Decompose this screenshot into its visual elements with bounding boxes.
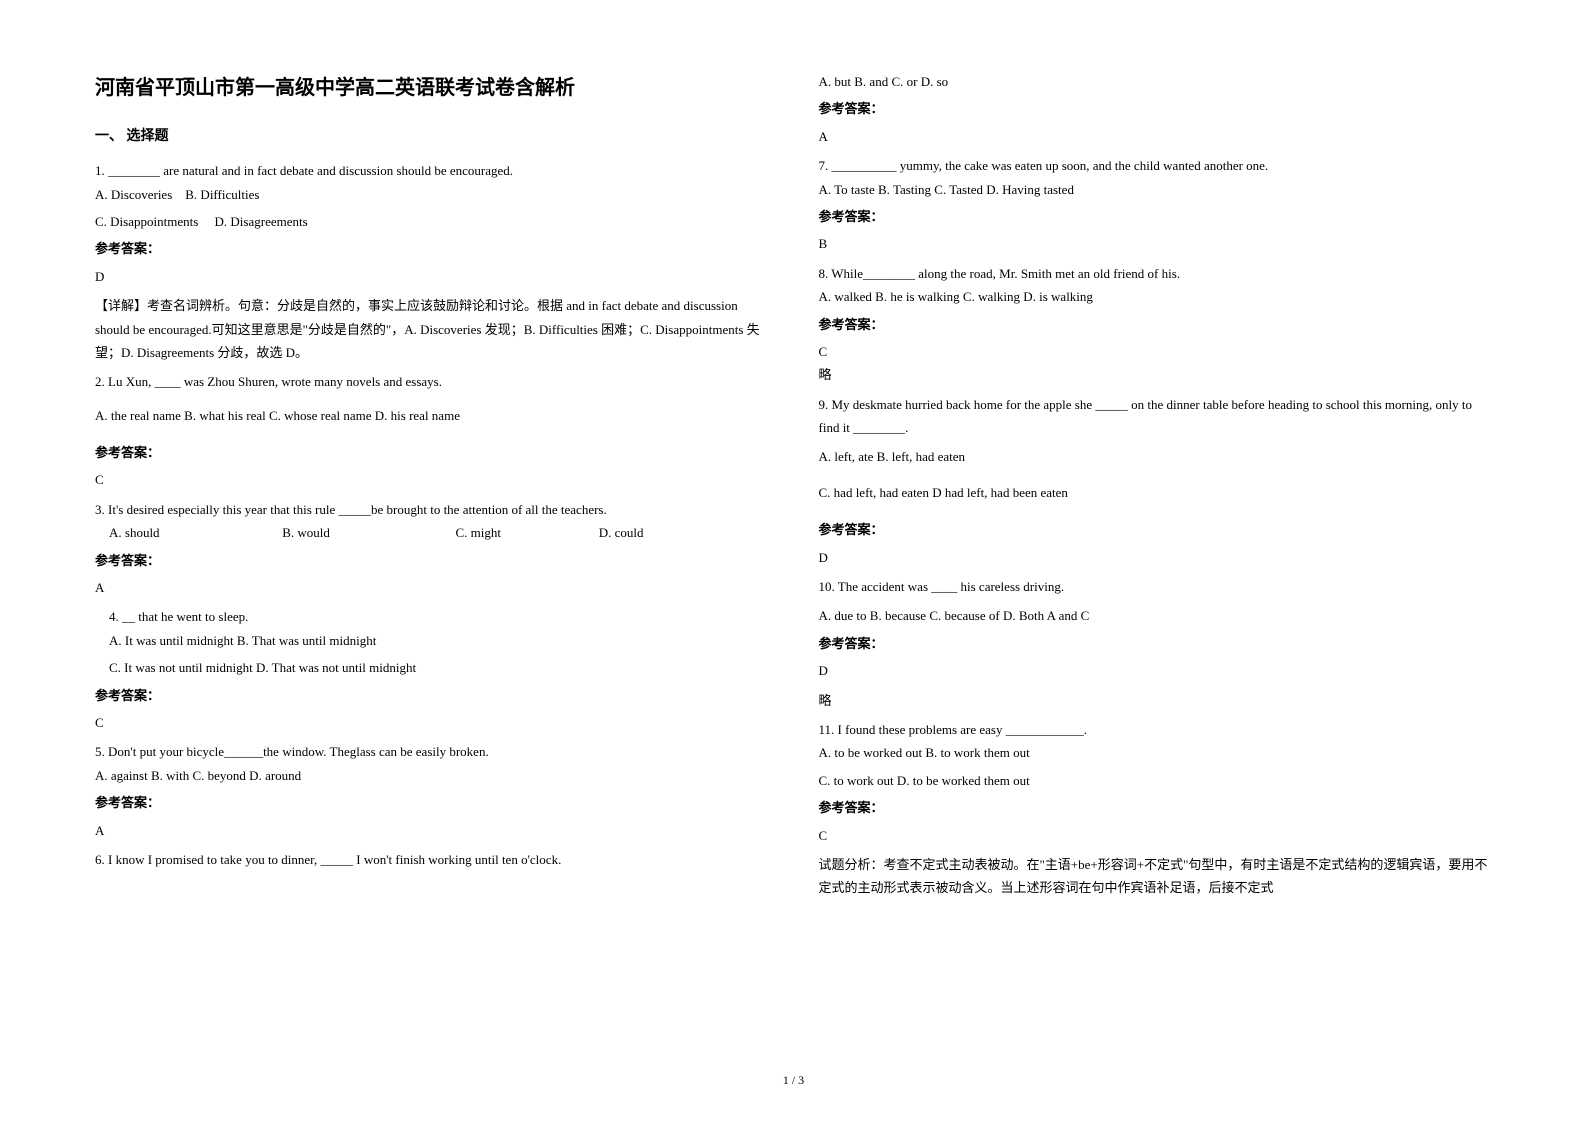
question-text: 9. My deskmate hurried back home for the… (819, 393, 1493, 440)
question-options: A. the real name B. what his real C. who… (95, 404, 769, 427)
answer-label: 参考答案： (95, 549, 769, 572)
question-options: A. It was until midnight B. That was unt… (95, 629, 769, 652)
answer-label: 参考答案： (819, 205, 1493, 228)
question-3: 3. It's desired especially this year tha… (95, 498, 769, 600)
option-a: A. Discoveries (95, 187, 172, 202)
question-options: C. It was not until midnight D. That was… (95, 656, 769, 679)
document-title: 河南省平顶山市第一高级中学高二英语联考试卷含解析 (95, 70, 769, 106)
option-d: D. Disagreements (215, 214, 308, 229)
question-options: A. left, ate B. left, had eaten (819, 445, 1493, 468)
question-options: A. against B. with C. beyond D. around (95, 764, 769, 787)
question-8: 8. While________ along the road, Mr. Smi… (819, 262, 1493, 387)
answer-extra: 略 (819, 689, 1493, 712)
question-options: A. To taste B. Tasting C. Tasted D. Havi… (819, 178, 1493, 201)
answer-value: C (95, 711, 769, 734)
question-text: 11. I found these problems are easy ____… (819, 718, 1493, 741)
left-column: 河南省平顶山市第一高级中学高二英语联考试卷含解析 一、 选择题 1. _____… (95, 70, 769, 906)
answer-value: D (95, 265, 769, 288)
question-text: 2. Lu Xun, ____ was Zhou Shuren, wrote m… (95, 370, 769, 393)
question-text: 7. __________ yummy, the cake was eaten … (819, 154, 1493, 177)
question-11: 11. I found these problems are easy ____… (819, 718, 1493, 900)
option-c: C. might (456, 521, 596, 544)
question-options: A. Discoveries B. Difficulties (95, 183, 769, 206)
question-text: 1. ________ are natural and in fact deba… (95, 159, 769, 182)
question-text: 8. While________ along the road, Mr. Smi… (819, 262, 1493, 285)
answer-value: D (819, 546, 1493, 569)
answer-label: 参考答案： (819, 796, 1493, 819)
answer-label: 参考答案： (95, 684, 769, 707)
answer-value: C (95, 468, 769, 491)
question-text: 10. The accident was ____ his careless d… (819, 575, 1493, 598)
question-9: 9. My deskmate hurried back home for the… (819, 393, 1493, 569)
question-text: 5. Don't put your bicycle______the windo… (95, 740, 769, 763)
answer-value: A (95, 819, 769, 842)
option-b: B. would (282, 521, 452, 544)
option-d: D. could (599, 521, 644, 544)
question-options: C. to work out D. to be worked them out (819, 769, 1493, 792)
question-options: A. but B. and C. or D. so (819, 70, 1493, 93)
question-6-continued: A. but B. and C. or D. so 参考答案： A (819, 70, 1493, 148)
answer-label: 参考答案： (95, 791, 769, 814)
option-c: C. Disappointments (95, 214, 198, 229)
question-5: 5. Don't put your bicycle______the windo… (95, 740, 769, 842)
explanation: 【详解】考查名词辨析。句意：分歧是自然的，事实上应该鼓励辩论和讨论。根据 and… (95, 294, 769, 364)
page-number: 1 / 3 (783, 1070, 804, 1092)
question-options: A. walked B. he is walking C. walking D.… (819, 285, 1493, 308)
question-options: C. had left, had eaten D had left, had b… (819, 481, 1493, 504)
section-heading: 一、 选择题 (95, 124, 769, 149)
question-options: A. should B. would C. might D. could (95, 521, 769, 544)
answer-extra: 略 (819, 363, 1493, 386)
answer-label: 参考答案： (819, 518, 1493, 541)
answer-value: C (819, 340, 1493, 363)
answer-value: D (819, 659, 1493, 682)
question-6: 6. I know I promised to take you to dinn… (95, 848, 769, 871)
answer-value: C (819, 824, 1493, 847)
question-2: 2. Lu Xun, ____ was Zhou Shuren, wrote m… (95, 370, 769, 492)
right-column: A. but B. and C. or D. so 参考答案： A 7. ___… (819, 70, 1493, 906)
question-options: A. to be worked out B. to work them out (819, 741, 1493, 764)
answer-value: A (819, 125, 1493, 148)
option-b: B. Difficulties (185, 187, 259, 202)
question-options: A. due to B. because C. because of D. Bo… (819, 604, 1493, 627)
answer-label: 参考答案： (95, 441, 769, 464)
question-text: 3. It's desired especially this year tha… (95, 498, 769, 521)
answer-label: 参考答案： (819, 313, 1493, 336)
answer-label: 参考答案： (95, 237, 769, 260)
question-1: 1. ________ are natural and in fact deba… (95, 159, 769, 364)
answer-label: 参考答案： (819, 632, 1493, 655)
answer-value: A (95, 576, 769, 599)
answer-value: B (819, 232, 1493, 255)
explanation: 试题分析：考查不定式主动表被动。在"主语+be+形容词+不定式"句型中，有时主语… (819, 853, 1493, 900)
option-a: A. should (109, 521, 279, 544)
answer-label: 参考答案： (819, 97, 1493, 120)
question-4: 4. __ that he went to sleep. A. It was u… (95, 605, 769, 734)
question-text: 6. I know I promised to take you to dinn… (95, 848, 769, 871)
question-options: C. Disappointments D. Disagreements (95, 210, 769, 233)
question-text: 4. __ that he went to sleep. (95, 605, 769, 628)
question-7: 7. __________ yummy, the cake was eaten … (819, 154, 1493, 256)
question-10: 10. The accident was ____ his careless d… (819, 575, 1493, 712)
